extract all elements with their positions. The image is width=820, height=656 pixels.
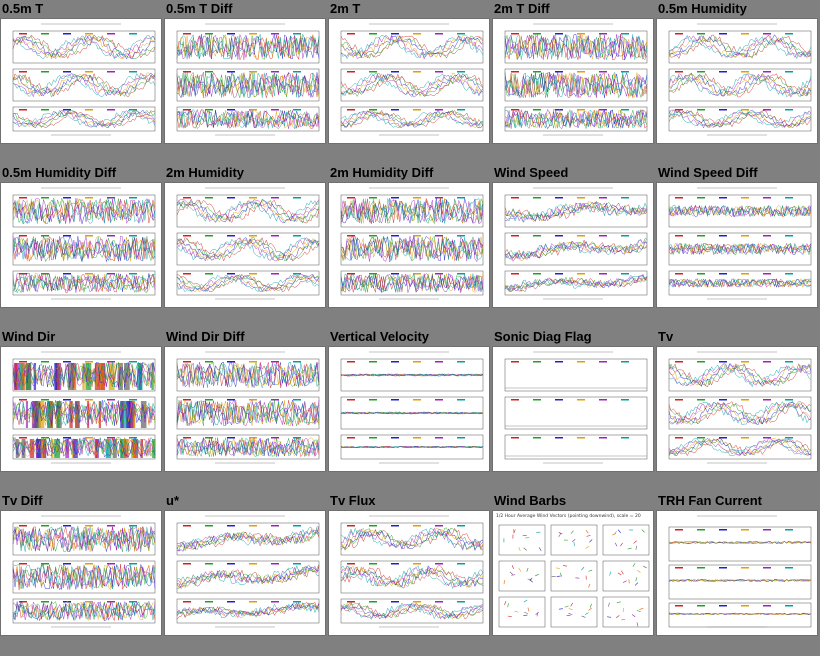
- plot-thumbnail-2m-t-diff[interactable]: [492, 18, 654, 144]
- plot-title: Tv Diff: [2, 493, 43, 508]
- plot-title: u*: [166, 493, 179, 508]
- plot-thumbnail-2m-t[interactable]: [328, 18, 490, 144]
- plot-image: [668, 351, 812, 464]
- plot-thumbnail-0-5m-t-diff[interactable]: [164, 18, 326, 144]
- plot-image: [12, 515, 156, 628]
- plot-title: TRH Fan Current: [658, 493, 762, 508]
- plot-title: Sonic Diag Flag: [494, 329, 592, 344]
- plot-image: [176, 351, 320, 464]
- plot-image: [668, 23, 812, 136]
- plot-tile-2m-humidity: 2m Humidity: [164, 164, 326, 310]
- plot-tile-tv-flux: Tv Flux: [328, 492, 490, 638]
- plot-title: 0.5m Humidity: [658, 1, 747, 16]
- plot-thumbnail-tv-flux[interactable]: [328, 510, 490, 636]
- plot-tile-0-5m-t: 0.5m T: [0, 0, 162, 146]
- plot-image: [340, 187, 484, 300]
- plot-title: 0.5m T: [2, 1, 44, 16]
- plot-thumbnail-0-5m-t[interactable]: [0, 18, 162, 144]
- plot-image: [504, 351, 648, 464]
- plot-tile-u: u*: [164, 492, 326, 638]
- plot-tile-wind-speed-diff: Wind Speed Diff: [656, 164, 818, 310]
- plot-title: 2m Humidity: [166, 165, 245, 180]
- plot-tile-wind-dir: Wind Dir: [0, 328, 162, 474]
- plot-image: [12, 187, 156, 300]
- plot-title: Wind Speed: [494, 165, 569, 180]
- plot-thumbnail-0-5m-humidity[interactable]: [656, 18, 818, 144]
- plot-title: 0.5m Humidity Diff: [2, 165, 117, 180]
- plot-image: [12, 351, 156, 464]
- plot-thumbnail-2m-humidity-diff[interactable]: [328, 182, 490, 308]
- plot-thumbnail-wind-speed[interactable]: [492, 182, 654, 308]
- plot-image: [176, 515, 320, 628]
- plot-title: Wind Speed Diff: [658, 165, 758, 180]
- plot-title: 0.5m T Diff: [166, 1, 233, 16]
- plot-tile-0-5m-humidity-diff: 0.5m Humidity Diff: [0, 164, 162, 310]
- plot-tile-trh-fan-current: TRH Fan Current: [656, 492, 818, 638]
- plot-title: Wind Dir Diff: [166, 329, 245, 344]
- wind-barbs-header: 1/2 Hour Average Wind Vectors (pointing …: [496, 513, 641, 519]
- plot-image: [504, 23, 648, 136]
- plot-image: [668, 187, 812, 300]
- plot-tile-wind-speed: Wind Speed: [492, 164, 654, 310]
- plot-tile-tv-diff: Tv Diff: [0, 492, 162, 638]
- plot-title: Tv Flux: [330, 493, 376, 508]
- plot-tile-tv: Tv: [656, 328, 818, 474]
- plot-thumbnail-wind-dir-diff[interactable]: [164, 346, 326, 472]
- plot-tile-wind-dir-diff: Wind Dir Diff: [164, 328, 326, 474]
- plot-thumbnail-u[interactable]: [164, 510, 326, 636]
- plot-title: Tv: [658, 329, 674, 344]
- plot-thumbnail-tv-diff[interactable]: [0, 510, 162, 636]
- plot-thumbnail-tv[interactable]: [656, 346, 818, 472]
- plot-tile-2m-t-diff: 2m T Diff: [492, 0, 654, 146]
- plot-tile-0-5m-t-diff: 0.5m T Diff: [164, 0, 326, 146]
- plot-image: [340, 515, 484, 628]
- plot-title: 2m Humidity Diff: [330, 165, 434, 180]
- plot-thumbnail-trh-fan-current[interactable]: [656, 510, 818, 636]
- plot-image: [340, 23, 484, 136]
- plot-thumbnail-wind-barbs[interactable]: 1/2 Hour Average Wind Vectors (pointing …: [492, 510, 654, 636]
- plot-thumbnail-sonic-diag-flag[interactable]: [492, 346, 654, 472]
- plot-thumbnail-vertical-velocity[interactable]: [328, 346, 490, 472]
- plot-title: 2m T Diff: [494, 1, 550, 16]
- plot-tile-sonic-diag-flag: Sonic Diag Flag: [492, 328, 654, 474]
- plot-title: Vertical Velocity: [330, 329, 430, 344]
- plot-image: [176, 187, 320, 300]
- plot-image: [504, 187, 648, 300]
- plot-thumbnail-wind-speed-diff[interactable]: [656, 182, 818, 308]
- plot-tile-0-5m-humidity: 0.5m Humidity: [656, 0, 818, 146]
- plot-title: 2m T: [330, 1, 361, 16]
- plot-image: 1/2 Hour Average Wind Vectors (pointing …: [496, 513, 650, 628]
- plot-title: Wind Barbs: [494, 493, 567, 508]
- plot-tile-wind-barbs: Wind Barbs 1/2 Hour Average Wind Vectors …: [492, 492, 654, 638]
- plot-tile-2m-humidity-diff: 2m Humidity Diff: [328, 164, 490, 310]
- plot-thumbnail-0-5m-humidity-diff[interactable]: [0, 182, 162, 308]
- plot-title: Wind Dir: [2, 329, 56, 344]
- plot-image: [176, 23, 320, 136]
- plot-tile-2m-t: 2m T: [328, 0, 490, 146]
- plot-image: [12, 23, 156, 136]
- plot-thumbnail-2m-humidity[interactable]: [164, 182, 326, 308]
- plot-image: [668, 515, 812, 628]
- plot-image: [340, 351, 484, 464]
- plot-thumbnail-wind-dir[interactable]: [0, 346, 162, 472]
- plot-tile-vertical-velocity: Vertical Velocity: [328, 328, 490, 474]
